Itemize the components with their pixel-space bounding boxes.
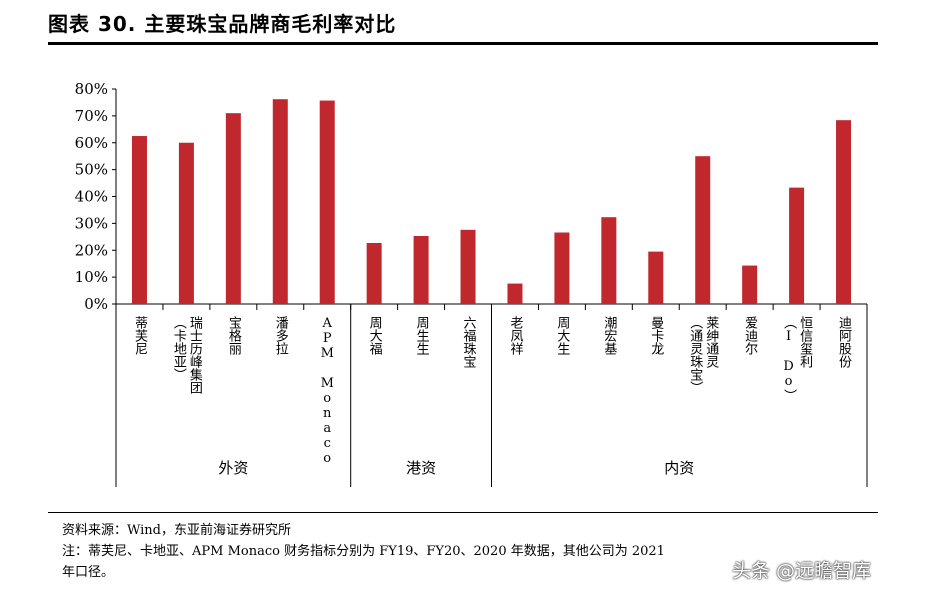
category-label-8: 老凤祥 [507,316,523,355]
category-label-12: 莱绅通灵 [703,316,719,369]
category-label-5: 周大福 [367,316,383,355]
y-tick-label: 50% [75,161,108,179]
chart-title: 图表 30. 主要珠宝品牌商毛利率对比 [48,12,397,36]
category-label-6: 周生生 [414,316,430,355]
bar-1 [178,142,194,304]
category-label-2: 宝格丽 [226,316,242,355]
bar-0 [131,136,147,304]
category-label-4: APM Monaco [320,316,335,466]
bar-11 [648,251,664,304]
footnote-line-1: 注：蒂芙尼、卡地亚、APM Monaco 财务指标分别为 FY19、FY20、2… [62,544,665,559]
category-label-3: 潘多拉 [273,316,289,355]
category-label-1: （卡地亚） [171,316,187,381]
title-rule [48,42,878,45]
group-label-0: 外资 [218,459,248,477]
category-label-11: 曼卡龙 [648,316,664,356]
y-tick-label: 80% [75,80,108,98]
bar-14 [789,187,805,304]
bar-4 [319,100,335,305]
bar-2 [225,113,241,304]
y-tick-label: 10% [75,268,108,286]
y-tick-label: 70% [75,107,108,125]
y-tick-label: 60% [75,134,108,152]
y-tick-label: 20% [75,241,108,259]
category-label-13: 爱迪尔 [742,316,758,355]
category-label-12: （通灵珠宝） [687,316,703,394]
category-label-14: （I Do） [781,316,797,402]
watermark-text: 头条 @远瞻智库 [732,560,872,582]
bar-6 [413,236,429,304]
y-tick-label: 30% [75,214,108,232]
category-label-14: 恒信玺利 [797,316,813,368]
bar-8 [507,283,523,304]
footer-rule [48,512,878,513]
bar-3 [272,99,288,305]
category-label-9: 周大生 [554,316,570,355]
group-label-1: 港资 [406,459,436,477]
group-label-2: 内资 [664,459,694,477]
bar-7 [460,229,476,304]
bar-15 [836,120,852,304]
bar-5 [366,242,382,304]
bar-10 [601,217,617,304]
category-label-7: 六福珠宝 [461,316,477,368]
category-label-0: 蒂芙尼 [132,316,148,355]
category-label-1: 瑞士历峰集团 [187,316,203,394]
y-tick-label: 40% [75,188,108,206]
bar-9 [554,232,570,304]
bar-13 [742,265,758,304]
source-note: 资料来源：Wind，东亚前海证券研究所 [62,523,291,538]
y-tick-label: 0% [84,295,108,313]
category-label-10: 潮宏基 [601,316,617,355]
category-label-15: 迪阿股份 [836,316,852,368]
bar-12 [695,156,711,304]
footnote-line-2: 年口径。 [62,565,115,580]
